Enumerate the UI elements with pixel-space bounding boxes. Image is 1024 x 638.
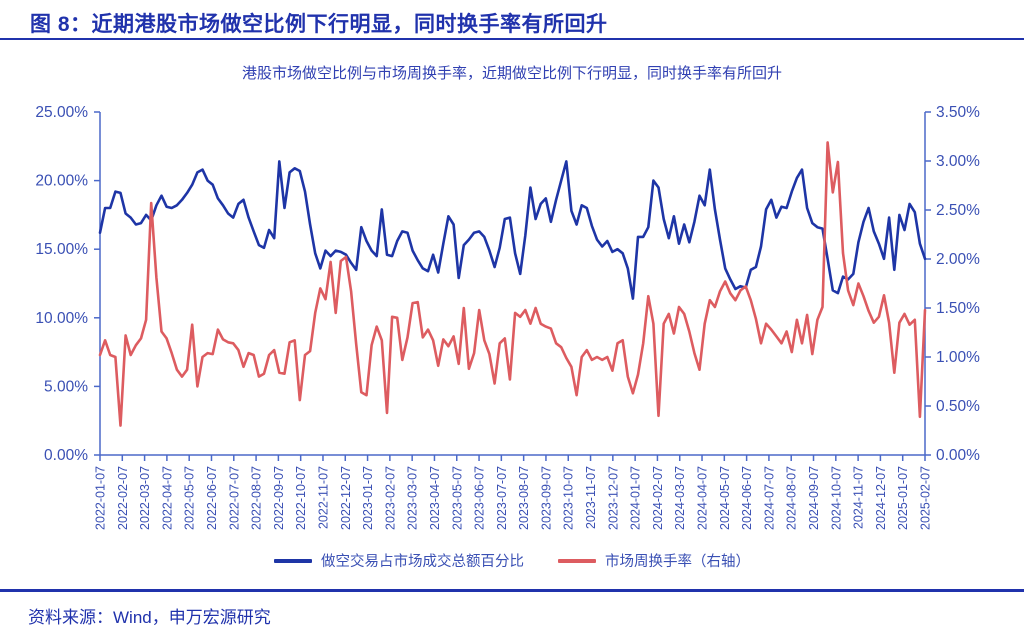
left-axis-tick-label: 0.00% [44,447,88,464]
x-axis-tick-label: 2022-11-07 [316,466,330,529]
source-note: 资料来源：Wind，申万宏源研究 [28,608,271,627]
x-axis-tick-label: 2022-05-07 [183,466,197,530]
left-axis-tick-label: 15.00% [35,241,88,258]
x-axis-tick-label: 2023-04-07 [428,466,442,530]
right-axis-tick-label: 2.50% [936,202,980,219]
x-axis-tick-label: 2025-02-07 [919,466,933,530]
chart-legend: 做空交易占市场成交总额百分比 市场周换手率（右轴） [0,550,1024,571]
legend-line-swatch-red [558,558,596,563]
x-axis-tick-label: 2024-08-07 [785,466,799,530]
x-axis-tick-label: 2022-03-07 [138,466,152,530]
x-axis-tick-label: 2025-01-07 [896,466,910,530]
x-axis-tick-label: 2024-09-07 [807,466,821,530]
x-axis-tick-label: 2022-04-07 [160,466,174,530]
title-underline [0,38,1024,40]
x-axis-tick-label: 2023-06-07 [473,466,487,530]
x-axis-tick-label: 2023-01-07 [361,466,375,530]
x-axis-tick-label: 2023-10-07 [562,466,576,530]
legend-label-turnover-rate: 市场周换手率（右轴） [605,554,750,570]
left-axis-tick-label: 25.00% [35,104,88,121]
right-axis-tick-label: 0.50% [936,398,980,415]
right-axis-tick-label: 3.00% [936,153,980,170]
chart-subtitle: 港股市场做空比例与市场周换手率，近期做空比例下行明显，同时换手率有所回升 [241,65,782,82]
legend-line-swatch-blue [274,558,312,563]
series-line-0 [98,160,927,300]
x-axis-tick-label: 2024-06-07 [740,466,754,530]
x-axis-tick-label: 2022-09-07 [272,466,286,530]
right-axis-tick-label: 3.50% [936,104,980,121]
x-axis-tick-label: 2022-02-07 [116,466,130,530]
left-axis-tick-label: 10.00% [35,310,88,327]
right-axis-tick-label: 2.00% [936,251,980,268]
x-axis-tick-label: 2024-12-07 [874,466,888,530]
x-axis-tick-label: 2024-02-07 [651,466,665,530]
x-axis-tick-label: 2022-08-07 [250,466,264,530]
x-axis-tick-label: 2022-10-07 [294,466,308,530]
left-axis-tick-label: 5.00% [44,378,88,395]
x-axis-tick-label: 2024-03-07 [673,466,687,530]
x-axis-tick-label: 2023-09-07 [539,466,553,530]
legend-item-short-selling-ratio: 做空交易占市场成交总额百分比 [274,550,524,571]
x-axis-tick-label: 2023-07-07 [495,466,509,530]
right-axis-tick-label: 0.00% [936,447,980,464]
footer-divider [0,589,1024,592]
x-axis-tick-label: 2023-02-07 [383,466,397,530]
right-axis-tick-label: 1.00% [936,349,980,366]
x-axis-tick-label: 2023-03-07 [406,466,420,530]
x-axis-tick-label: 2023-12-07 [606,466,620,530]
x-axis-tick-label: 2024-10-07 [829,466,843,530]
x-axis-tick-label: 2024-05-07 [718,466,732,530]
legend-item-turnover-rate: 市场周换手率（右轴） [558,550,750,571]
x-axis-tick-label: 2022-12-07 [339,466,353,530]
x-axis-tick-label: 2024-11-07 [852,466,866,529]
left-axis-tick-label: 20.00% [35,173,88,190]
chart-canvas: 0.00% 5.00% 10.00% 15.00% 20.00% 25.00% 0.00% 0… [35,104,980,530]
x-axis-tick-label: 2023-11-07 [584,466,598,529]
x-axis-tick-label: 2022-07-07 [227,466,241,530]
legend-label-short-selling-ratio: 做空交易占市场成交总额百分比 [321,554,524,570]
x-axis-tick-label: 2023-08-07 [517,466,531,530]
x-axis-tick-label: 2022-01-07 [94,466,108,530]
x-axis-tick-label: 2022-06-07 [205,466,219,530]
x-axis-tick-label: 2024-07-07 [762,466,776,530]
right-axis-tick-label: 1.50% [936,300,980,317]
series-line-1 [98,141,927,427]
x-axis-tick-label: 2024-04-07 [696,466,710,530]
x-axis-tick-label: 2024-01-07 [629,466,643,530]
figure-title: 图 8：近期港股市场做空比例下行明显，同时换手率有所回升 [30,13,608,36]
x-axis-tick-label: 2023-05-07 [450,466,464,530]
